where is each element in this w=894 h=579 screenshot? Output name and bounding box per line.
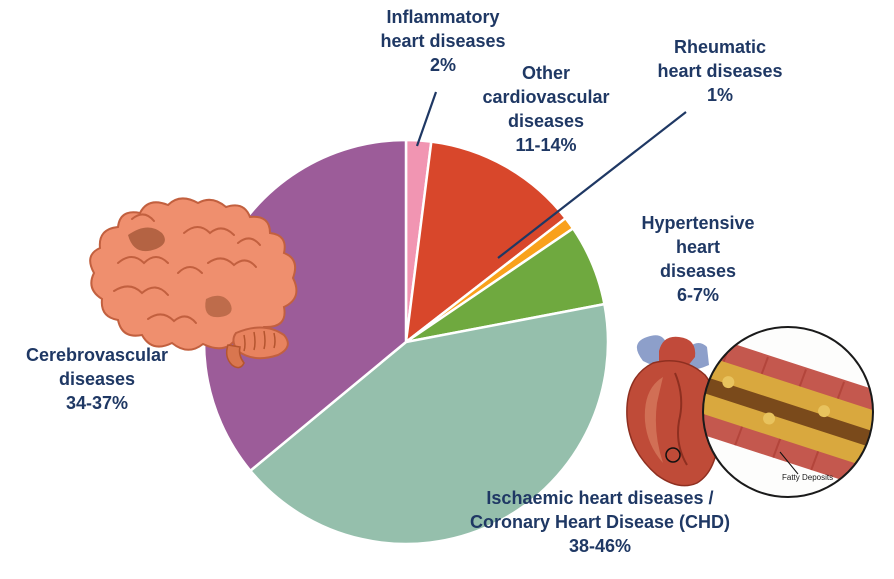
heart-illustration (626, 335, 720, 487)
pie-slices (202, 138, 610, 546)
brain-dark-patch (128, 227, 165, 252)
pie-slice-4 (249, 302, 610, 546)
leader-line-inflammatory (415, 91, 438, 147)
slice-label-other-cardiovascular: Other cardiovascular diseases 11-14% (482, 63, 610, 155)
magnifier-circle-outline (702, 326, 874, 498)
brain-stem (225, 344, 245, 369)
slice-label-rheumatic: Rheumatic heart diseases 1% (657, 37, 783, 105)
brain-gyri-lines (113, 213, 261, 324)
leader-line-rheumatic (497, 111, 687, 259)
slice-label-inflammatory: Inflammatory heart diseases 2% (380, 7, 506, 75)
brain-dark-patch (205, 295, 232, 318)
slice-label-cerebrovascular: Cerebrovascular diseases 34-37% (25, 345, 169, 413)
brain-illustration (89, 197, 298, 369)
cerebellum-striations (243, 330, 276, 352)
fatty-deposits-label: Fatty Deposits (782, 473, 834, 482)
fatty-deposits-pointer-line (779, 451, 799, 475)
slice-label-hypertensive: Hypertensive heart diseases 6-7% (641, 213, 755, 305)
heart-zoom-marker (665, 447, 681, 463)
slice-label-ischaemic-chd: Ischaemic heart diseases / Coronary Hear… (469, 488, 731, 556)
pie-slice-1 (404, 140, 567, 344)
brain-cerebellum (232, 326, 289, 360)
